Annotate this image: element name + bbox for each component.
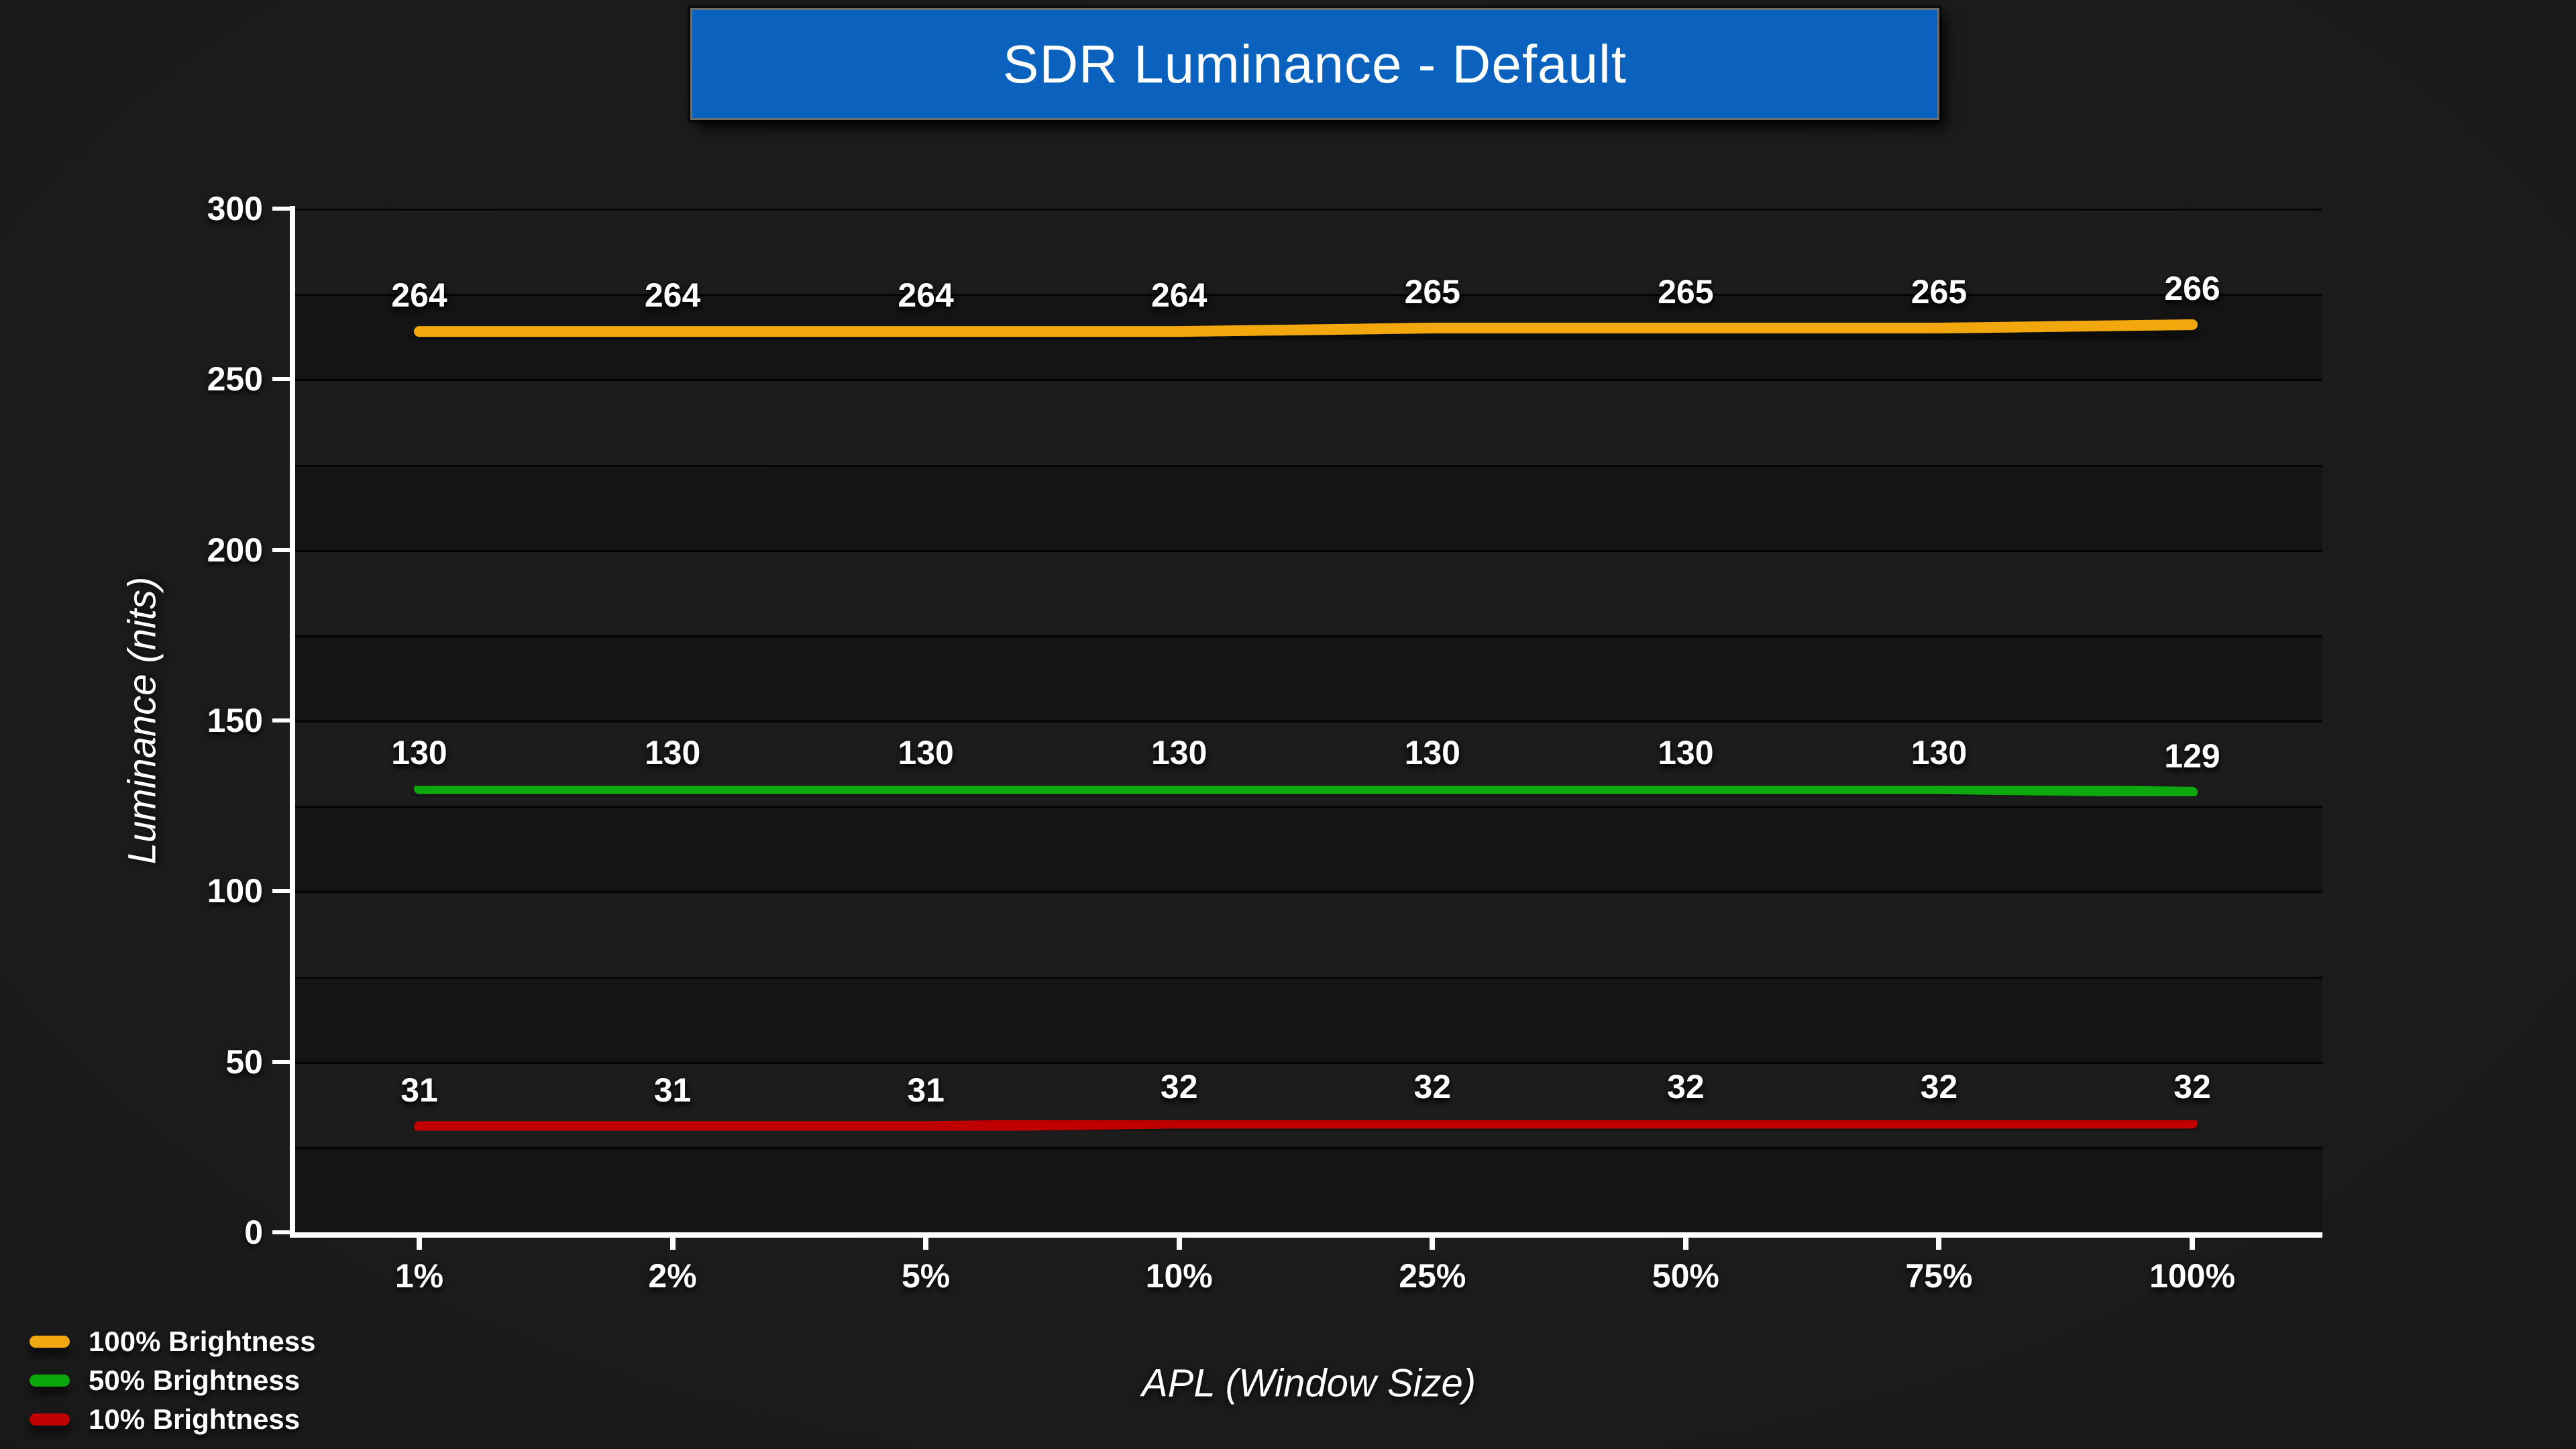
x-tick-label: 75% <box>1905 1257 1973 1295</box>
grid-band <box>295 1061 2322 1147</box>
legend-swatch <box>30 1413 70 1426</box>
legend-swatch <box>30 1375 70 1387</box>
data-label: 32 <box>1160 1068 1198 1106</box>
grid-band <box>295 464 2322 550</box>
series-lines <box>414 319 2198 1132</box>
x-axis-line <box>290 1232 2322 1238</box>
data-label: 130 <box>1404 733 1460 771</box>
grid-band <box>295 635 2322 720</box>
y-tick-label: 250 <box>207 360 263 398</box>
x-tick <box>1176 1238 1182 1250</box>
legend-item: 10% Brightness <box>30 1401 300 1438</box>
y-tick-label: 300 <box>207 190 263 227</box>
data-label: 264 <box>644 276 701 315</box>
data-label: 32 <box>1920 1068 1958 1106</box>
grid-band <box>295 806 2322 892</box>
data-label: 130 <box>391 733 447 771</box>
x-tick-label: 50% <box>1652 1257 1719 1295</box>
series-line-100-brightness <box>414 319 2198 337</box>
grid-band <box>295 891 2322 977</box>
x-tick <box>1682 1238 1688 1250</box>
data-label: 264 <box>391 276 447 315</box>
y-tick-label: 0 <box>244 1214 263 1251</box>
grid-band <box>295 976 2322 1062</box>
legend-label: 100% Brightness <box>89 1326 316 1357</box>
data-label: 32 <box>1413 1068 1452 1106</box>
data-label: 32 <box>2174 1068 2211 1106</box>
x-tick-label: 25% <box>1399 1257 1466 1295</box>
chart-title: SDR Luminance - Default <box>1002 34 1627 94</box>
y-axis-title: Luminance (nits) <box>120 576 164 865</box>
data-label: 266 <box>2164 269 2220 307</box>
x-tick-label: 1% <box>394 1257 444 1295</box>
grid-band <box>295 1146 2322 1232</box>
y-tick <box>272 1230 290 1234</box>
data-label: 31 <box>907 1071 945 1110</box>
x-tick <box>923 1238 929 1250</box>
chart-title-box: SDR Luminance - Default <box>690 8 1939 120</box>
y-tick-label: 150 <box>207 702 263 739</box>
x-tick-label: 10% <box>1145 1257 1213 1295</box>
data-label: 264 <box>898 276 954 315</box>
legend-swatch <box>30 1336 70 1348</box>
data-label: 32 <box>1667 1068 1705 1106</box>
data-label: 265 <box>1911 273 1968 311</box>
grid-band <box>295 379 2322 465</box>
x-tick-label: 2% <box>648 1257 697 1295</box>
data-label: 130 <box>898 733 954 771</box>
legend-label: 10% Brightness <box>89 1403 301 1435</box>
data-label: 31 <box>653 1071 692 1110</box>
y-tick <box>272 547 290 552</box>
x-tick <box>1430 1238 1436 1250</box>
series-line-10-brightness <box>414 1118 2198 1132</box>
y-tick-label: 50 <box>225 1042 263 1081</box>
x-tick <box>669 1238 676 1250</box>
y-axis-line <box>290 206 295 1238</box>
data-label: 264 <box>1150 276 1208 315</box>
x-tick <box>2190 1238 2195 1250</box>
series-line-50-brightness <box>414 783 2198 798</box>
grid-band <box>295 549 2322 635</box>
data-label: 130 <box>1150 733 1208 771</box>
data-label: 130 <box>1911 733 1968 771</box>
legend-item: 100% Brightness <box>30 1323 315 1360</box>
y-tick <box>272 718 290 722</box>
grid-band <box>295 209 2322 294</box>
y-tick <box>272 889 290 894</box>
x-tick-label: 100% <box>2149 1257 2235 1295</box>
data-label: 31 <box>400 1071 438 1110</box>
y-tick <box>272 377 290 382</box>
data-label: 129 <box>2164 737 2220 775</box>
x-tick <box>1936 1238 1942 1250</box>
y-tick-label: 100 <box>207 872 263 910</box>
data-label: 130 <box>644 733 701 771</box>
data-label: 130 <box>1658 733 1714 771</box>
data-label: 265 <box>1658 273 1714 311</box>
data-label: 265 <box>1404 273 1460 311</box>
x-axis-title: APL (Window Size) <box>1141 1361 1477 1405</box>
x-tick-label: 5% <box>902 1257 951 1295</box>
legend-item: 50% Brightness <box>30 1362 300 1399</box>
y-tick-label: 200 <box>207 531 263 569</box>
legend-label: 50% Brightness <box>89 1364 301 1396</box>
y-tick <box>272 207 290 211</box>
y-tick <box>272 1059 290 1064</box>
plot-area <box>295 209 2322 1232</box>
x-tick <box>417 1238 422 1250</box>
